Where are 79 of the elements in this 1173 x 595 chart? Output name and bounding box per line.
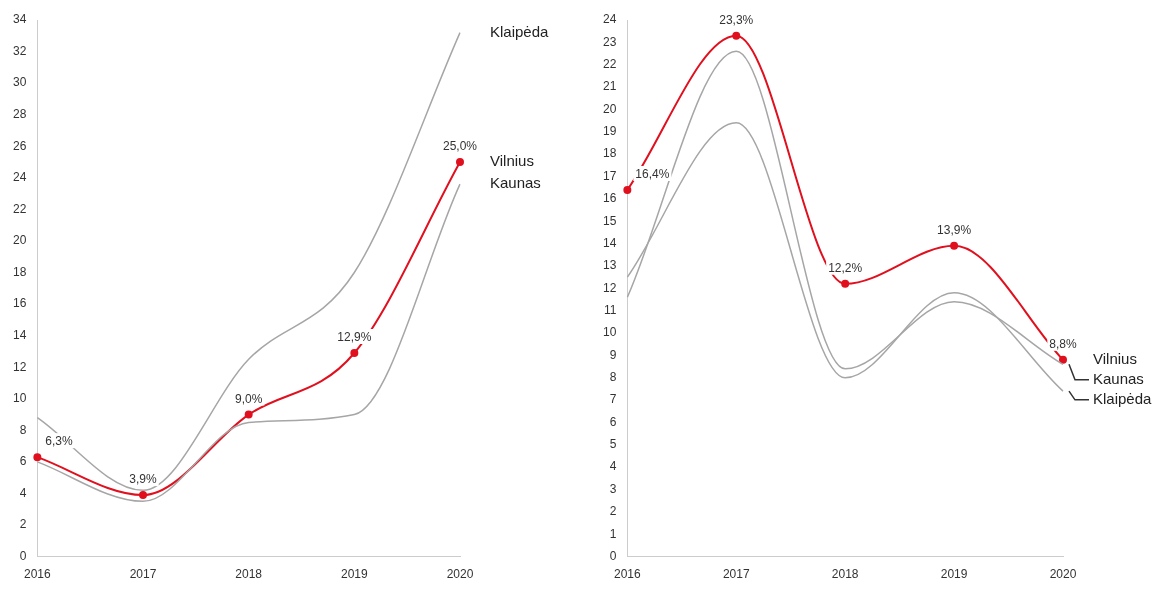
x-tick-label: 2019 [340, 567, 369, 582]
point [244, 410, 253, 419]
data-label: 23,3% [719, 12, 754, 27]
data-label: 8,8% [1049, 337, 1077, 352]
y-tick-label: 16 [602, 191, 617, 206]
data-label: 9,0% [234, 391, 263, 406]
y-tick-label: 18 [12, 264, 27, 279]
point [33, 453, 42, 462]
y-tick-label: 20 [12, 233, 27, 248]
x-tick-label: 2016 [24, 567, 52, 582]
y-tick-label: 12 [12, 359, 27, 374]
x-tick-label: 2020 [446, 567, 474, 582]
y-tick-label: 0 [19, 548, 27, 563]
text: Kaunas [1093, 369, 1144, 387]
y-tick-label: 22 [602, 57, 617, 72]
series-label: Vilnius [1093, 349, 1137, 367]
y-tick-label: 20 [602, 101, 617, 116]
text: Klaipėda [1093, 389, 1153, 407]
y-tick-label: 34 [12, 12, 27, 27]
y-tick-label: 19 [602, 124, 617, 139]
y-tick-label: 17 [602, 168, 617, 183]
y-tick-label: 0 [609, 548, 617, 563]
y-tick-label: 12 [602, 280, 617, 295]
y-tick-label: 8 [609, 370, 617, 385]
y-tick-label: 18 [602, 146, 617, 161]
data-label: 6,3% [45, 434, 74, 449]
y-tick-label: 11 [603, 302, 617, 317]
y-tick-label: 9 [609, 347, 617, 362]
y-tick-label: 24 [602, 12, 617, 27]
y-tick-label: 7 [609, 392, 617, 407]
data-label: 12,2% [828, 261, 863, 276]
y-tick-label: 14 [12, 327, 27, 342]
y-tick-label: 16 [12, 296, 27, 311]
data-label: 3,9% [129, 472, 158, 487]
y-tick-label: 1 [609, 526, 617, 541]
y-tick-label: 22 [12, 201, 27, 216]
y-tick-label: 2 [19, 517, 27, 532]
y-tick-label: 4 [609, 459, 617, 474]
y-tick-label: 3 [609, 481, 617, 496]
y-tick-label: 10 [602, 325, 617, 340]
series-label: Vilnius [490, 152, 534, 170]
y-tick-label: 14 [602, 235, 617, 250]
text: Klaipėda [490, 22, 550, 40]
x-tick-label: 2016 [614, 567, 642, 582]
y-tick-label: 15 [602, 213, 617, 228]
y-tick-label: 24 [12, 170, 27, 185]
y-tick-label: 6 [609, 414, 617, 429]
y-tick-label: 2 [609, 504, 617, 519]
y-tick-label: 5 [609, 437, 617, 452]
point [841, 279, 850, 288]
text: Kaunas [490, 174, 541, 192]
data-label: 16,4% [635, 167, 670, 182]
x-tick-label: 2019 [940, 567, 968, 582]
x-tick-label: 2017 [722, 567, 750, 582]
y-tick-label: 4 [19, 485, 27, 500]
data-label: 25,0% [442, 139, 478, 154]
point [456, 158, 464, 167]
y-tick-label: 23 [602, 34, 617, 49]
y-tick-label: 26 [12, 138, 27, 153]
point [950, 241, 959, 250]
y-tick-label: 6 [19, 454, 27, 469]
y-tick-label: 30 [12, 75, 27, 90]
data-label: 13,9% [937, 223, 972, 238]
y-tick-label: 10 [12, 391, 27, 406]
point [350, 349, 359, 358]
point [139, 491, 148, 500]
x-tick-label: 2018 [235, 567, 263, 582]
data-label: 12,9% [337, 330, 372, 345]
y-tick-label: 28 [12, 107, 27, 122]
y-tick-label: 8 [19, 422, 27, 437]
x-tick-label: 2017 [129, 567, 157, 582]
point [623, 185, 632, 194]
y-tick-label: 21 [602, 79, 617, 94]
y-tick-label: 13 [602, 258, 617, 273]
x-tick-label: 2020 [1049, 567, 1077, 582]
point [1059, 355, 1067, 364]
x-tick-label: 2018 [831, 567, 859, 582]
y-tick-label: 32 [12, 43, 27, 58]
point [732, 31, 741, 40]
